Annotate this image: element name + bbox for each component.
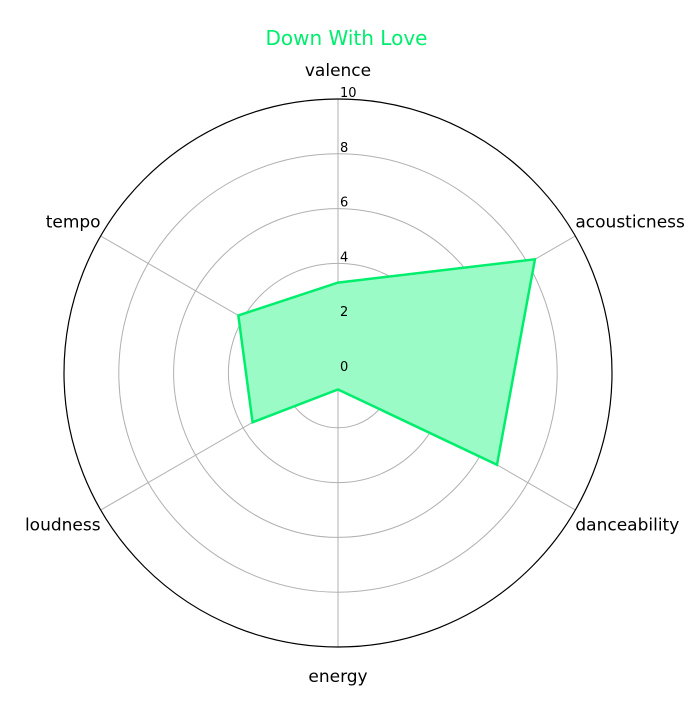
radial-tick-label: 2 <box>340 305 348 320</box>
radial-tick-label: 0 <box>340 360 348 375</box>
radial-tick-label: 6 <box>340 196 348 211</box>
radial-tick-label: 10 <box>340 86 357 101</box>
axis-label-acousticness: acousticness <box>575 213 685 233</box>
axis-label-loudness: loudness <box>25 516 101 536</box>
axis-label-valence: valence <box>305 61 371 81</box>
series-line <box>236 257 537 467</box>
label-layer: 0 2 4 6 8 10 valence acousticness danceability en… <box>25 61 685 687</box>
axis-label-energy: energy <box>308 667 367 687</box>
radial-tick-label: 4 <box>340 250 348 265</box>
chart-title: Down With Love <box>265 26 428 50</box>
axis-label-tempo: tempo <box>46 213 101 233</box>
outer-spine <box>63 98 613 648</box>
axis-label-danceability: danceability <box>575 516 679 536</box>
radial-tick-label: 8 <box>340 141 348 156</box>
series-layer <box>236 257 537 467</box>
series-fill <box>238 259 535 465</box>
